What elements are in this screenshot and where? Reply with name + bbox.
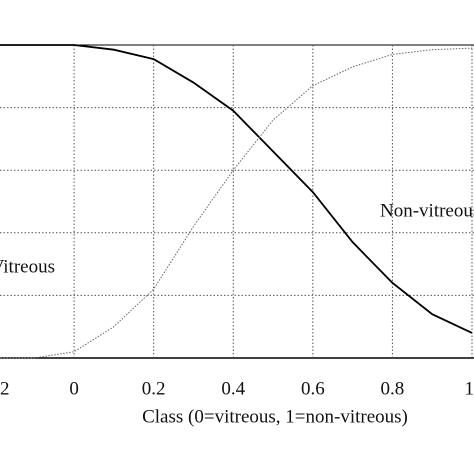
- x-tick-label: 0: [69, 378, 79, 399]
- series-label: Vitreous: [0, 256, 55, 277]
- x-tick-label: 0.8: [381, 378, 405, 399]
- line: [0, 44, 473, 334]
- x-tick-label: 0.4: [221, 378, 245, 399]
- x-axis-label: Class (0=vitreous, 1=non-vitreous): [142, 406, 408, 427]
- x-tick-label: 0.2: [142, 378, 166, 399]
- series-label: Non-vitreous: [380, 200, 474, 221]
- line: [0, 47, 473, 359]
- x-tick-label: -0.2: [0, 378, 10, 399]
- x-tick-label: 0.6: [301, 378, 325, 399]
- x-tick-label: 1: [465, 378, 474, 399]
